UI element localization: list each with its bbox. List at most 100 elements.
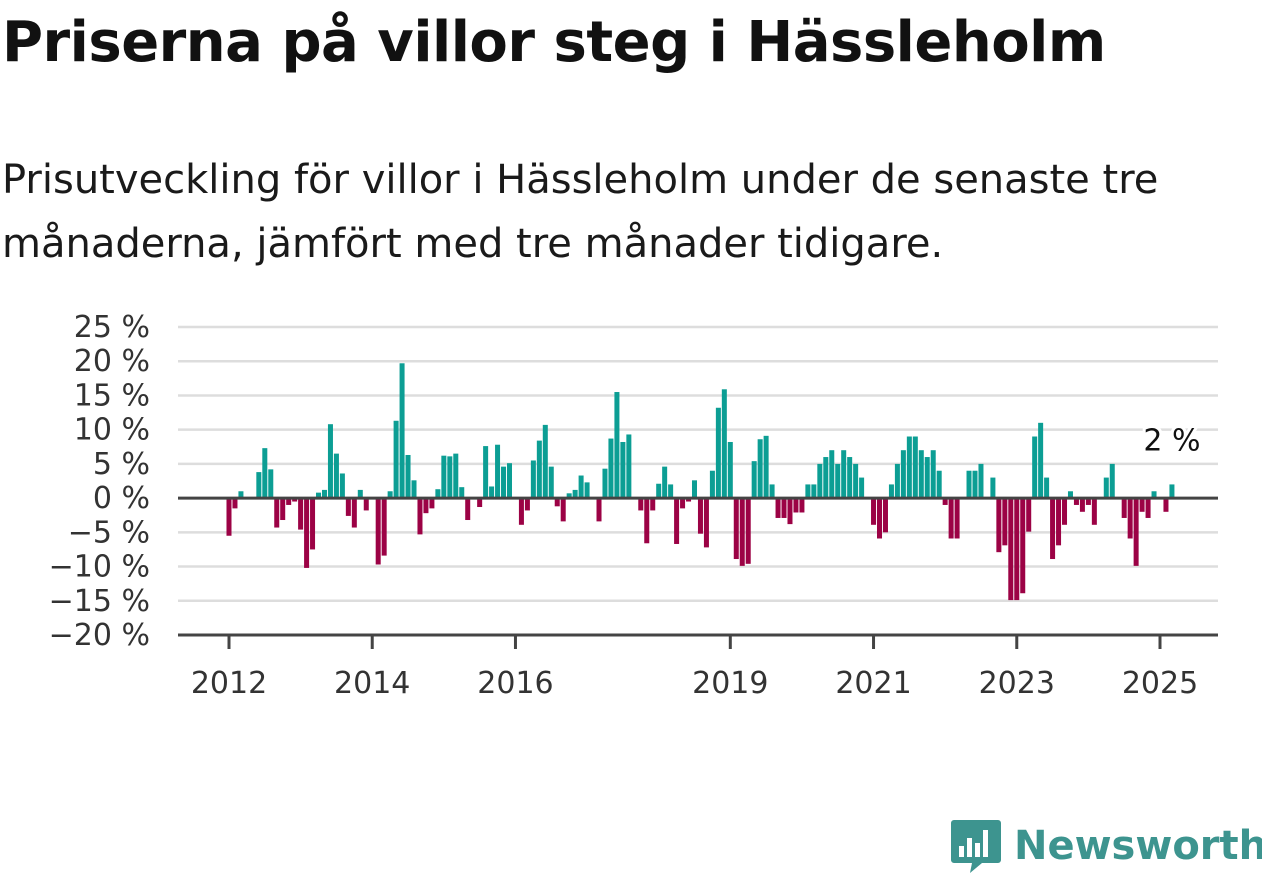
y-tick-label: 20 % [74, 344, 150, 379]
bar [894, 463, 900, 499]
bar [691, 480, 697, 499]
bar [835, 463, 841, 499]
bar [793, 498, 799, 513]
y-tick-label: −15 % [49, 584, 150, 619]
bar [1062, 498, 1068, 525]
bar [441, 455, 447, 499]
bar [572, 489, 578, 499]
bar [459, 487, 465, 499]
bar [859, 477, 865, 499]
bar [1032, 436, 1038, 499]
bar [321, 489, 327, 499]
bar [1133, 498, 1139, 566]
gridlines [178, 325, 1218, 603]
bar [1139, 498, 1145, 512]
bar [799, 498, 805, 513]
bar [489, 486, 495, 499]
bar [751, 461, 757, 499]
newsworthy-chart-icon [951, 820, 1001, 873]
bar [477, 498, 483, 508]
bar [1038, 422, 1044, 499]
bar [566, 493, 572, 499]
bar [405, 454, 411, 499]
bar [411, 480, 417, 499]
axes [178, 496, 1218, 649]
bar [1127, 498, 1133, 539]
bar [1073, 498, 1079, 505]
bar [238, 491, 244, 499]
bar [316, 492, 322, 499]
bar [1103, 477, 1109, 499]
bar [841, 450, 847, 499]
bar [644, 498, 650, 544]
bar [978, 463, 984, 499]
bar [650, 498, 656, 511]
bar [327, 424, 333, 499]
bar [280, 498, 286, 521]
bar [954, 498, 960, 539]
bar [620, 441, 626, 499]
bar [662, 466, 668, 499]
bar [578, 475, 584, 499]
bar [506, 463, 512, 499]
y-tick-label: 5 % [93, 447, 150, 482]
bar [351, 498, 357, 528]
bar [1067, 491, 1073, 499]
bar [703, 498, 709, 548]
bar [524, 498, 530, 511]
bar-series [226, 363, 1175, 601]
bar [930, 450, 936, 499]
last-value-label: 2 % [1143, 423, 1200, 458]
bar [608, 438, 614, 499]
bar [942, 498, 948, 505]
bar [602, 468, 608, 499]
bar [948, 498, 954, 539]
bar [375, 498, 381, 565]
bar [1085, 498, 1091, 505]
bar [310, 498, 316, 550]
bar [548, 466, 554, 499]
bar [680, 498, 686, 509]
y-tick-label: 25 % [74, 310, 150, 345]
bar [333, 453, 339, 499]
bar [274, 498, 280, 528]
bar [900, 450, 906, 499]
bar [495, 444, 501, 499]
bar [1020, 498, 1026, 594]
brand-name: Newsworthy [1014, 823, 1262, 869]
bar [256, 472, 262, 499]
bar [1026, 498, 1032, 532]
bar [882, 498, 888, 533]
x-tick-label: 2012 [191, 666, 267, 701]
bar [268, 469, 274, 499]
bar [805, 484, 811, 499]
bar [769, 484, 775, 499]
bar [1091, 498, 1097, 525]
bar [936, 470, 942, 499]
bar [399, 363, 405, 499]
x-tick-label: 2021 [835, 666, 911, 701]
bar [518, 498, 524, 525]
bar [393, 420, 399, 499]
bar [668, 484, 674, 499]
y-tick-label: 10 % [74, 413, 150, 448]
bar [483, 446, 489, 499]
y-tick-label: 0 % [93, 481, 150, 516]
bar [990, 477, 996, 499]
bar [775, 498, 781, 518]
bar [1002, 498, 1008, 546]
tick-labels: 25 %20 %15 %10 %5 %0 %−5 %−10 %−15 %−20 … [49, 310, 1204, 701]
bar [286, 498, 292, 505]
newsworthy-logo: Newsworthy [950, 818, 1262, 874]
bar [996, 498, 1002, 553]
bar [656, 483, 662, 499]
x-tick-label: 2023 [979, 666, 1055, 701]
bar [1050, 498, 1056, 560]
bar [781, 498, 787, 518]
bar [1163, 498, 1169, 512]
bar [912, 436, 918, 499]
bar [727, 441, 733, 499]
bar [357, 489, 363, 499]
bar [888, 484, 894, 499]
